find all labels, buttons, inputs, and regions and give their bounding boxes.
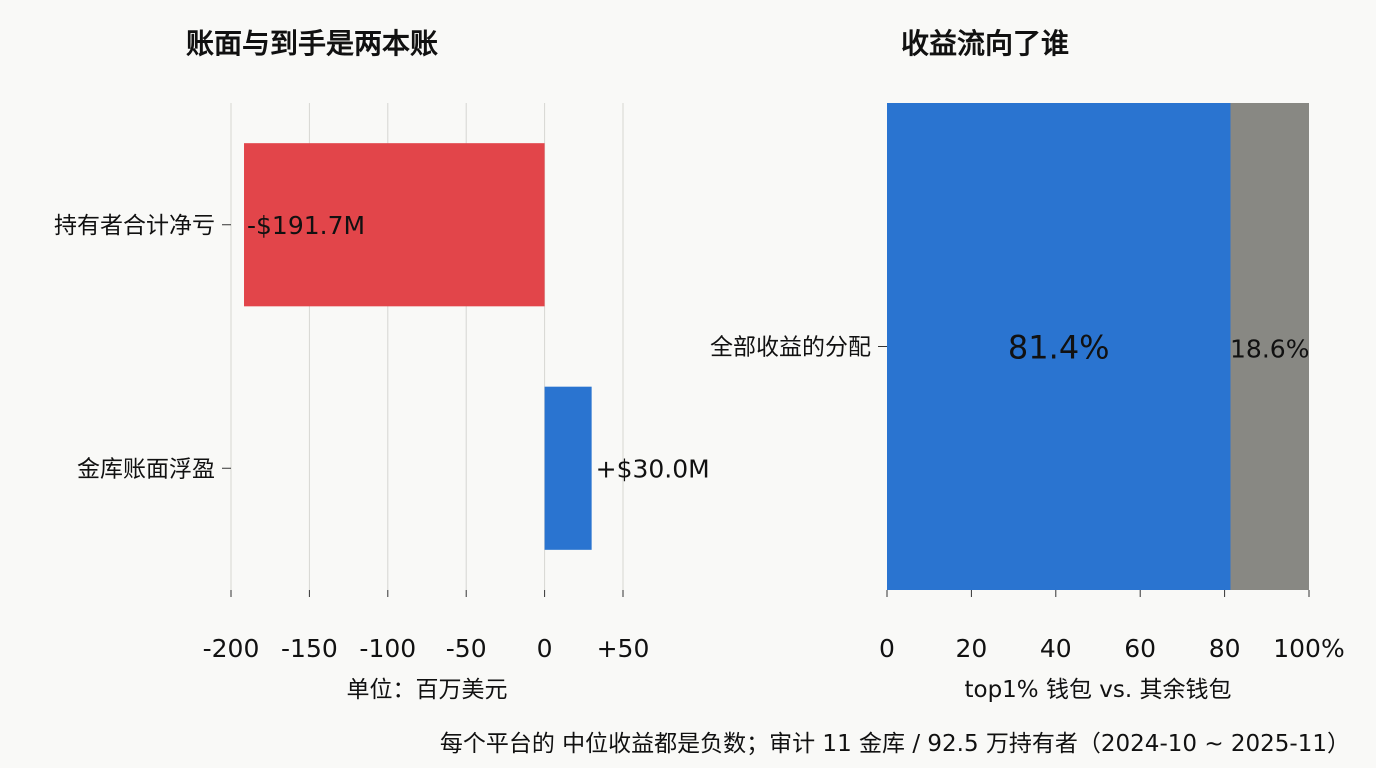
right-segment-label-0: 81.4% [1008,329,1110,367]
right-segment-0 [887,103,1231,590]
right-chart-title: 收益流向了谁 [900,27,1070,60]
left-xtick-label-4: 0 [537,634,553,663]
right-xtick-label-0: 0 [879,634,895,663]
right-xaxis-label: top1% 钱包 vs. 其余钱包 [964,677,1231,703]
left-value-label-1: +$30.0M [596,454,710,483]
right-xtick-label-2: 40 [1040,634,1072,663]
left-xtick-label-2: -100 [359,634,416,663]
right-xtick-label-5: 100% [1273,634,1344,663]
left-xtick-label-0: -200 [203,634,260,663]
right-xtick-label-1: 20 [955,634,987,663]
left-xtick-label-5: +50 [597,634,650,663]
left-chart-title: 账面与到手是两本账 [185,27,439,60]
left-category-label-0: 持有者合计净亏 [54,213,215,239]
left-category-label-1: 金库账面浮盈 [77,456,215,482]
left-bar-1 [544,386,592,550]
right-segment-1 [1230,103,1309,590]
right-xtick-label-3: 60 [1124,634,1156,663]
left-value-label-0: -$191.7M [247,211,365,240]
left-xtick-label-1: -150 [281,634,338,663]
left-xtick-label-3: -50 [446,634,487,663]
left-bar-0 [244,143,545,307]
right-category-label-0: 全部收益的分配 [710,335,871,361]
right-segment-label-1: 18.6% [1230,335,1309,364]
chart-caption: 每个平台的 中位收益都是负数；审计 11 金库 / 92.5 万持有者（2024… [439,731,1350,757]
left-xaxis-label: 单位：百万美元 [347,677,508,703]
right-xtick-label-4: 80 [1209,634,1241,663]
